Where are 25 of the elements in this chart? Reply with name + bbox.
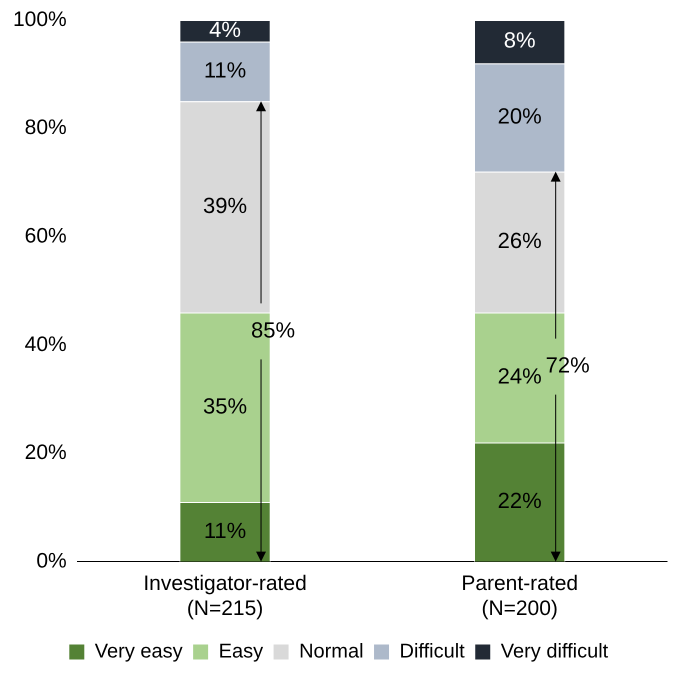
y-tick-label: 0% xyxy=(36,549,67,572)
data-label: 20% xyxy=(498,104,542,129)
y-tick-label: 100% xyxy=(12,8,67,31)
data-label: 26% xyxy=(498,228,542,254)
y-tick-label: 40% xyxy=(24,332,67,356)
legend-label: Normal xyxy=(299,640,364,663)
annotation: 72% xyxy=(546,352,590,378)
data-label: 8% xyxy=(504,28,536,53)
y-tick-label: 60% xyxy=(24,224,67,248)
legend-label: Easy xyxy=(218,640,264,663)
data-label: 24% xyxy=(498,364,542,389)
data-label: 11% xyxy=(204,518,246,543)
annotation: 85% xyxy=(251,317,296,342)
y-tick-label: 20% xyxy=(24,441,67,464)
data-label: 22% xyxy=(498,488,542,514)
legend-label: Very difficult xyxy=(500,640,609,663)
data-label: 39% xyxy=(203,192,248,218)
data-label: 4% xyxy=(209,16,241,42)
data-label: 35% xyxy=(203,393,248,418)
x-tick-label: Parent-rated (N=200) xyxy=(461,572,578,620)
legend-label: Difficult xyxy=(400,640,466,663)
y-tick-label: 80% xyxy=(24,116,67,140)
data-label: 11% xyxy=(204,58,246,83)
legend-label: Very easy xyxy=(94,640,183,663)
x-tick-label: Investigator-rated (N=215) xyxy=(143,572,307,620)
